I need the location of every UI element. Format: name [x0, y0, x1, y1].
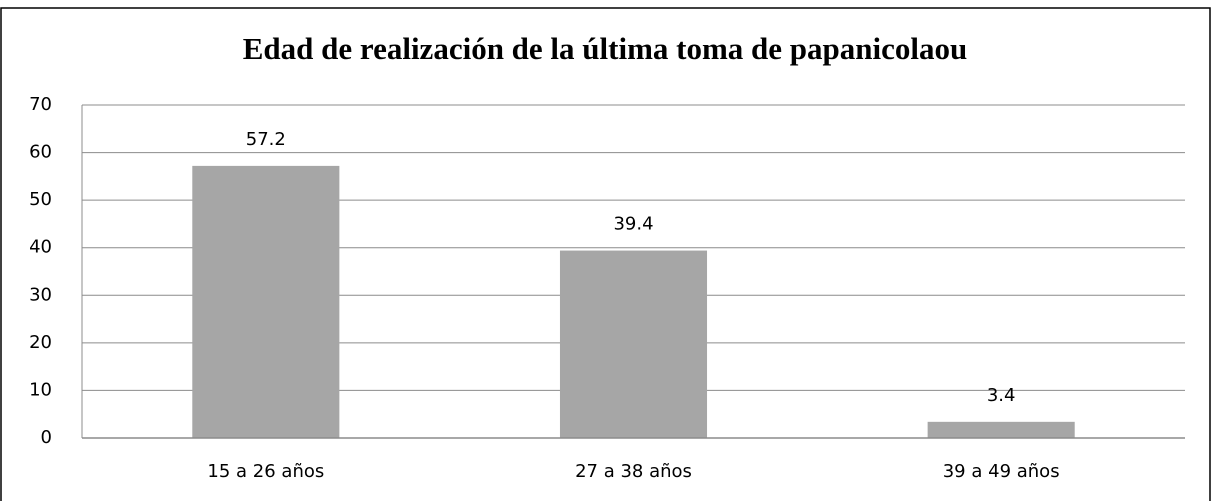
bar: [192, 165, 340, 439]
chart-frame: [0, 7, 1211, 501]
y-tick-label: 70: [29, 94, 52, 115]
y-tick-label: 60: [29, 142, 52, 163]
y-tick-label: 50: [29, 189, 52, 210]
data-label: 39.4: [613, 214, 653, 235]
y-tick-label: 30: [29, 284, 52, 305]
x-tick-label: 27 a 38 años: [575, 461, 692, 482]
chart-title: Edad de realización de la última toma de…: [243, 31, 968, 66]
x-tick-label: 15 a 26 años: [207, 461, 324, 482]
bar: [927, 421, 1075, 438]
y-tick-label: 20: [29, 332, 52, 353]
data-label: 3.4: [987, 385, 1016, 406]
y-tick-label: 0: [41, 427, 52, 448]
y-tick-label: 10: [29, 379, 52, 400]
y-tick-label: 40: [29, 237, 52, 258]
bar: [559, 250, 708, 438]
x-tick-label: 39 a 49 años: [943, 461, 1060, 482]
data-label: 57.2: [246, 129, 286, 150]
